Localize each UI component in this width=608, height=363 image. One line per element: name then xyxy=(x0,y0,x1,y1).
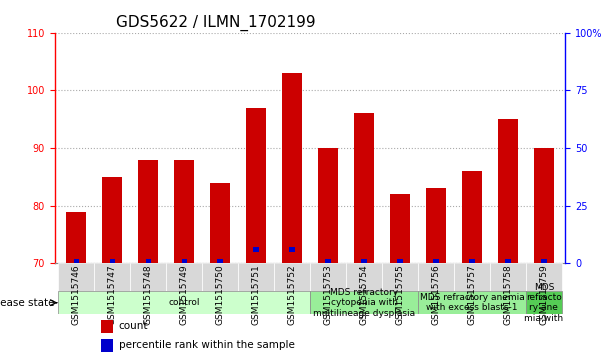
Bar xyxy=(238,264,274,291)
Bar xyxy=(109,259,115,264)
Bar xyxy=(382,264,418,291)
Bar xyxy=(210,183,230,264)
Bar xyxy=(390,194,410,264)
Bar xyxy=(505,259,511,264)
Bar xyxy=(66,212,86,264)
Bar xyxy=(139,160,158,264)
Bar xyxy=(426,188,446,264)
Text: MDS refractory
cytopenia with
multilineage dysplasia: MDS refractory cytopenia with multilinea… xyxy=(313,288,415,318)
Bar xyxy=(101,320,114,333)
Text: GSM1515759: GSM1515759 xyxy=(539,264,548,325)
Bar xyxy=(534,148,554,264)
Bar xyxy=(526,264,562,291)
Bar xyxy=(202,264,238,291)
Bar xyxy=(310,264,346,291)
Text: GSM1515757: GSM1515757 xyxy=(468,264,477,325)
Bar xyxy=(274,264,310,291)
Bar xyxy=(182,259,187,264)
Bar xyxy=(397,259,402,264)
Bar xyxy=(166,264,202,291)
Bar xyxy=(94,264,130,291)
Text: GSM1515747: GSM1515747 xyxy=(108,264,117,325)
Bar xyxy=(462,171,482,264)
Bar xyxy=(361,259,367,264)
Bar xyxy=(58,264,94,291)
Text: GSM1515758: GSM1515758 xyxy=(503,264,513,325)
Text: GSM1515751: GSM1515751 xyxy=(252,264,261,325)
Bar xyxy=(498,119,518,264)
Text: GSM1515752: GSM1515752 xyxy=(288,264,297,325)
Text: GSM1515755: GSM1515755 xyxy=(395,264,404,325)
Bar xyxy=(346,264,382,291)
Bar xyxy=(434,259,438,264)
Text: MDS
refracto
ry ane
mia with: MDS refracto ry ane mia with xyxy=(524,283,564,323)
Text: GSM1515753: GSM1515753 xyxy=(323,264,333,325)
Bar xyxy=(101,339,114,351)
Bar xyxy=(418,291,526,314)
Bar xyxy=(454,264,490,291)
Bar xyxy=(102,177,122,264)
Text: control: control xyxy=(168,298,200,307)
Bar xyxy=(74,259,79,264)
Text: GSM1515748: GSM1515748 xyxy=(143,264,153,325)
Bar xyxy=(58,291,310,314)
Bar xyxy=(246,108,266,264)
Text: disease state: disease state xyxy=(0,298,54,308)
Bar xyxy=(174,160,194,264)
Bar xyxy=(490,264,526,291)
Bar xyxy=(310,291,418,314)
Bar xyxy=(218,259,223,264)
Bar xyxy=(526,291,562,314)
Bar xyxy=(282,73,302,264)
Text: count: count xyxy=(119,321,148,331)
Bar xyxy=(289,247,295,252)
Bar xyxy=(130,264,166,291)
Text: GSM1515750: GSM1515750 xyxy=(216,264,225,325)
Text: GSM1515746: GSM1515746 xyxy=(72,264,81,325)
Bar xyxy=(318,148,338,264)
Bar xyxy=(145,259,151,264)
Bar xyxy=(325,259,331,264)
Text: GSM1515754: GSM1515754 xyxy=(359,264,368,325)
Text: GSM1515749: GSM1515749 xyxy=(180,264,188,325)
Text: GDS5622 / ILMN_1702199: GDS5622 / ILMN_1702199 xyxy=(116,15,316,31)
Bar xyxy=(541,259,547,264)
Text: MDS refractory anemia
with excess blasts-1: MDS refractory anemia with excess blasts… xyxy=(420,293,524,313)
Bar xyxy=(354,113,374,264)
Bar xyxy=(418,264,454,291)
Bar xyxy=(469,259,475,264)
Text: GSM1515756: GSM1515756 xyxy=(432,264,440,325)
Text: percentile rank within the sample: percentile rank within the sample xyxy=(119,340,294,350)
Bar xyxy=(254,247,259,252)
